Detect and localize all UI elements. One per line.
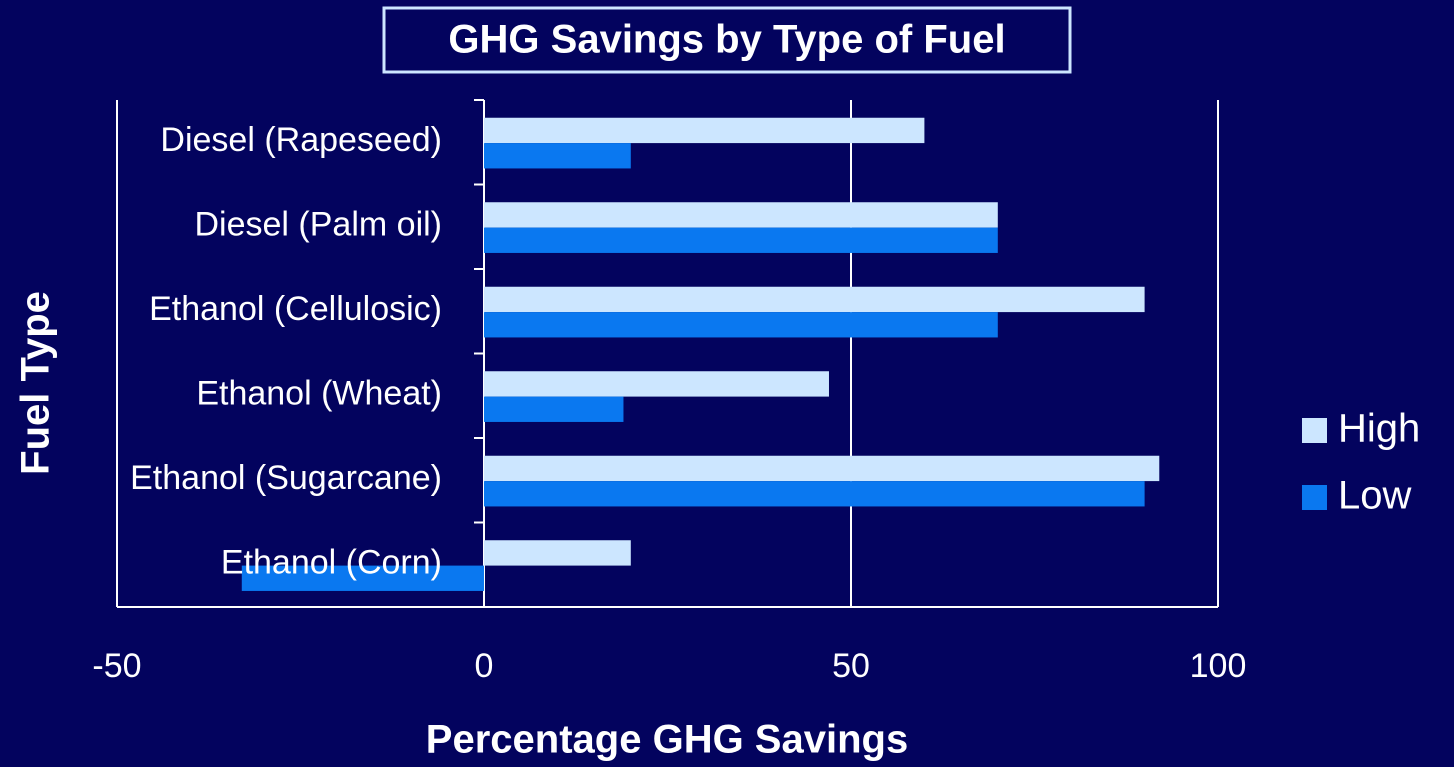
x-tick-label: 0 bbox=[475, 647, 494, 685]
title-box bbox=[382, 6, 1072, 74]
legend-swatch bbox=[1302, 485, 1327, 510]
bar bbox=[484, 481, 1145, 507]
chart-title: GHG Savings by Type of Fuel bbox=[448, 18, 1005, 62]
y-tick-label: Ethanol (Cellulosic) bbox=[149, 290, 442, 328]
y-axis-title: Fuel Type bbox=[14, 291, 58, 475]
bar bbox=[484, 227, 998, 253]
x-tick-label: -50 bbox=[92, 647, 141, 685]
y-tick-label: Ethanol (Sugarcane) bbox=[130, 459, 442, 497]
bar bbox=[484, 312, 998, 338]
bar bbox=[484, 540, 631, 566]
legend-swatch bbox=[1302, 418, 1327, 443]
bar bbox=[484, 286, 1145, 313]
x-tick-label: 50 bbox=[832, 647, 870, 685]
bar bbox=[241, 565, 484, 591]
bar bbox=[484, 202, 998, 228]
bar bbox=[484, 117, 925, 144]
bar bbox=[484, 455, 1160, 482]
y-tick-label: Ethanol (Corn) bbox=[221, 544, 442, 582]
bar bbox=[484, 396, 624, 422]
legend-label: High bbox=[1338, 407, 1420, 451]
y-tick-label: Ethanol (Wheat) bbox=[196, 375, 442, 413]
x-axis-title: Percentage GHG Savings bbox=[426, 718, 908, 762]
bar bbox=[484, 371, 829, 397]
x-tick-label: 100 bbox=[1190, 647, 1247, 685]
legend-label: Low bbox=[1338, 474, 1411, 518]
y-tick-label: Diesel (Palm oil) bbox=[195, 206, 443, 244]
bar bbox=[484, 143, 631, 169]
y-tick-label: Diesel (Rapeseed) bbox=[160, 121, 442, 159]
